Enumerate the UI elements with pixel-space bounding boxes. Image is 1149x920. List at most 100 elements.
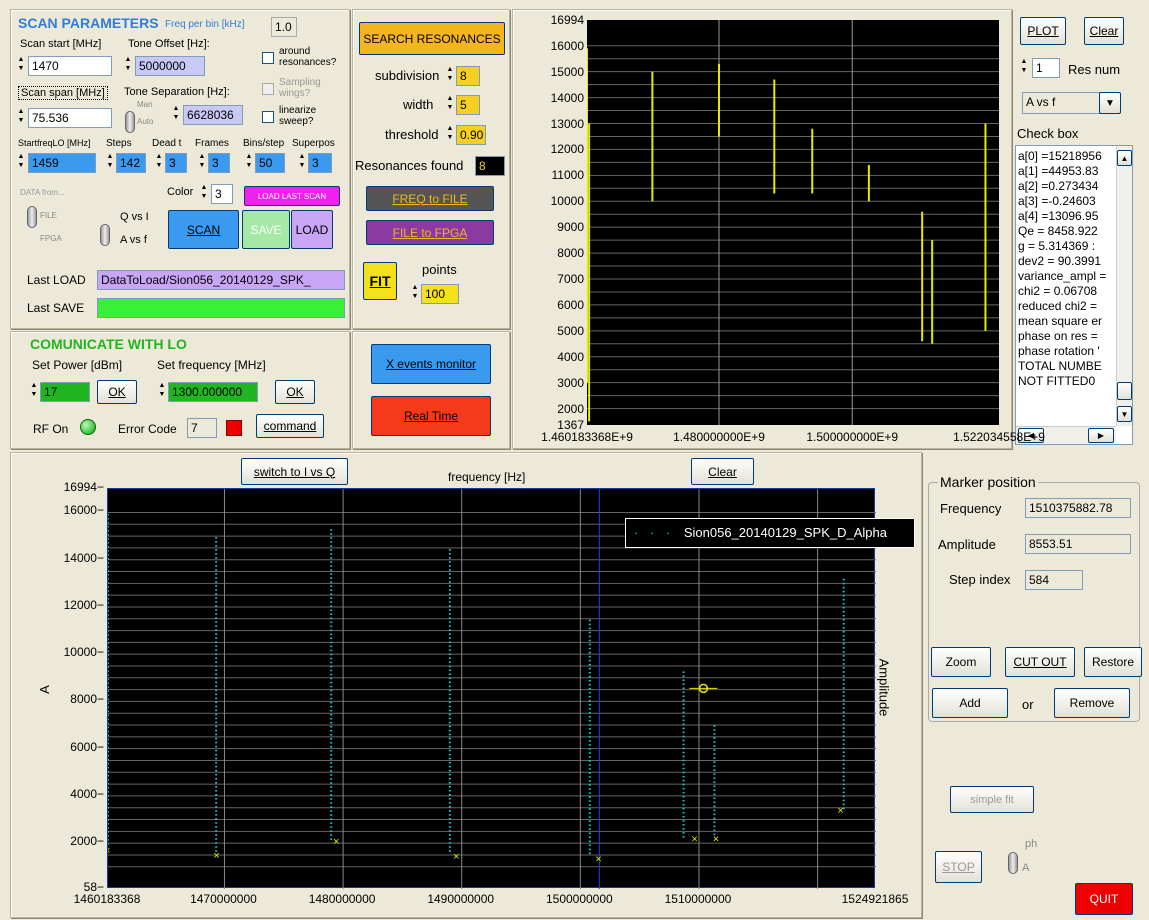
scroll-left-icon[interactable]: ◀ <box>1018 428 1044 443</box>
points-field[interactable]: 100 <box>421 284 459 304</box>
superpos-field[interactable]: 3 <box>308 153 332 173</box>
scroll-up-icon[interactable]: ▲ <box>1117 150 1132 166</box>
startfreq-field[interactable]: 1459 <box>28 153 96 173</box>
freq-to-file-button[interactable]: FREQ to FILE <box>366 186 494 211</box>
main-trace-point <box>842 614 845 617</box>
data-source-toggle[interactable] <box>27 206 37 228</box>
main-trace-point <box>107 646 109 648</box>
main-trace-point <box>448 689 451 692</box>
main-trace-point <box>588 824 591 826</box>
scroll-down-icon[interactable]: ▼ <box>1117 406 1132 422</box>
x-events-monitor-button[interactable]: X events monitor <box>371 344 491 384</box>
plot-mode-dropdown-icon[interactable]: ▼ <box>1099 92 1121 114</box>
check-box-hscrollbar[interactable]: ◀ ▶ <box>1016 426 1116 444</box>
width-field[interactable]: 5 <box>456 95 480 115</box>
simple-fit-button[interactable]: simple fit <box>950 786 1034 813</box>
main-trace-point <box>215 818 218 820</box>
startfreq-spin[interactable]: ▲ ▼ <box>17 153 25 169</box>
cut-out-button[interactable]: CUT OUT <box>1005 647 1075 677</box>
zoom-button[interactable]: Zoom <box>931 647 991 677</box>
tone-offset-field[interactable]: 5000000 <box>135 56 205 76</box>
switch-iq-button[interactable]: switch to I vs Q <box>241 458 348 485</box>
width-spin[interactable]: ▲ ▼ <box>446 95 454 111</box>
plot-button[interactable]: PLOT <box>1020 17 1066 45</box>
save-button[interactable]: SAVE <box>242 210 290 249</box>
tone-offset-spin[interactable]: ▲ ▼ <box>124 56 132 72</box>
plot-mode-select[interactable]: A vs f <box>1022 92 1100 114</box>
res-num-field[interactable]: 1 <box>1032 58 1060 78</box>
main-trace-point <box>448 577 451 579</box>
clear-top-button[interactable]: Clear <box>1084 17 1124 45</box>
color-spin[interactable]: ▲ ▼ <box>200 184 208 200</box>
plot-mode-toggle[interactable] <box>100 224 110 246</box>
main-trace-point <box>842 727 845 729</box>
search-resonances-button[interactable]: SEARCH RESONANCES <box>359 22 505 55</box>
main-trace-point <box>448 701 451 704</box>
load-last-scan-button[interactable]: LOAD LAST SCAN <box>244 186 340 206</box>
top-graph-area[interactable] <box>586 20 999 425</box>
main-trace-point <box>107 730 109 733</box>
freq-per-bin-field[interactable]: 1.0 <box>271 17 297 37</box>
add-button[interactable]: Add <box>932 688 1008 718</box>
man-auto-toggle[interactable] <box>125 111 135 133</box>
scroll-thumb[interactable] <box>1117 382 1132 400</box>
power-ok-button[interactable]: OK <box>97 380 137 404</box>
main-trace-point <box>330 605 333 608</box>
scan-button[interactable]: SCAN <box>168 210 239 249</box>
frequency-ok-button[interactable]: OK <box>275 380 315 404</box>
load-button[interactable]: LOAD <box>291 210 333 249</box>
linearize-sweep-checkbox[interactable] <box>262 111 274 123</box>
ph-a-toggle[interactable] <box>1008 852 1018 874</box>
scan-start-field[interactable]: 1470 <box>28 56 112 76</box>
threshold-spin[interactable]: ▲ ▼ <box>446 125 454 141</box>
scan-span-field[interactable]: 75.536 <box>28 108 112 128</box>
check-box-scrollbar[interactable]: ▲ ▼ <box>1116 146 1132 426</box>
scan-span-spin[interactable]: ▲ ▼ <box>17 108 25 124</box>
quit-button[interactable]: QUIT <box>1075 883 1133 915</box>
check-box-text[interactable]: a[0] =15218956 a[1] =44953.83 a[2] =0.2734… <box>1015 145 1133 445</box>
remove-button[interactable]: Remove <box>1054 688 1130 718</box>
points-spin[interactable]: ▲ ▼ <box>411 284 419 300</box>
main-trace-point <box>448 665 451 668</box>
main-trace-point <box>215 773 218 776</box>
dead-time-spin[interactable]: ▲ ▼ <box>155 153 163 169</box>
subdivision-field[interactable]: 8 <box>456 66 480 86</box>
main-trace-point <box>330 669 333 672</box>
steps-spin[interactable]: ▲ ▼ <box>106 153 114 169</box>
main-trace-point <box>682 727 685 730</box>
real-time-button[interactable]: Real Time <box>371 396 491 436</box>
scan-start-spin[interactable]: ▲ ▼ <box>17 56 25 72</box>
res-num-spin[interactable]: ▲ ▼ <box>1020 58 1028 74</box>
set-power-field[interactable]: 17 <box>40 382 90 402</box>
set-frequency-spin[interactable]: ▲ ▼ <box>158 382 166 398</box>
steps-field[interactable]: 142 <box>116 153 146 173</box>
frames-spin[interactable]: ▲ ▼ <box>198 153 206 169</box>
tone-separation-spin[interactable]: ▲ ▼ <box>172 105 180 121</box>
main-graph-area[interactable]: × × × × × × × × <box>104 488 876 889</box>
sampling-wings-checkbox[interactable] <box>262 83 274 95</box>
command-button[interactable]: command <box>256 414 324 438</box>
tone-separation-field[interactable]: 6628036 <box>183 105 243 125</box>
superpos-spin[interactable]: ▲ ▼ <box>298 153 306 169</box>
main-trace-point <box>588 679 591 682</box>
scan-title: SCAN PARAMETERS <box>18 15 159 31</box>
restore-button[interactable]: Restore <box>1084 647 1142 677</box>
subdivision-spin[interactable]: ▲ ▼ <box>446 66 454 82</box>
bins-per-step-spin[interactable]: ▲ ▼ <box>245 153 253 169</box>
file-to-fpga-button[interactable]: FILE to FPGA <box>366 220 494 245</box>
color-field[interactable]: 3 <box>211 184 233 204</box>
set-power-spin[interactable]: ▲ ▼ <box>30 382 38 398</box>
frames-field[interactable]: 3 <box>208 153 230 173</box>
main-trace-point <box>215 834 218 836</box>
scroll-right-icon[interactable]: ▶ <box>1088 428 1114 443</box>
around-resonances-checkbox[interactable] <box>262 52 274 64</box>
stop-button[interactable]: STOP <box>935 851 982 883</box>
fit-button[interactable]: FIT <box>363 262 397 300</box>
main-trace-point <box>330 649 333 652</box>
threshold-field[interactable]: 0.90 <box>456 125 486 145</box>
clear-main-button[interactable]: Clear <box>691 458 754 485</box>
set-frequency-field[interactable]: 1300.000000 <box>168 382 258 402</box>
dead-time-field[interactable]: 3 <box>165 153 187 173</box>
bins-per-step-field[interactable]: 50 <box>255 153 285 173</box>
main-trace-point <box>842 807 845 810</box>
